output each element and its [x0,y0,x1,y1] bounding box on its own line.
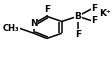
Text: F: F [74,30,80,39]
Text: F: F [43,5,49,14]
Text: K⁺: K⁺ [98,9,109,18]
Text: B: B [74,12,80,21]
Text: N: N [30,19,37,28]
Text: CH₃: CH₃ [2,24,19,33]
Text: F: F [91,4,97,13]
Text: F: F [91,16,97,25]
